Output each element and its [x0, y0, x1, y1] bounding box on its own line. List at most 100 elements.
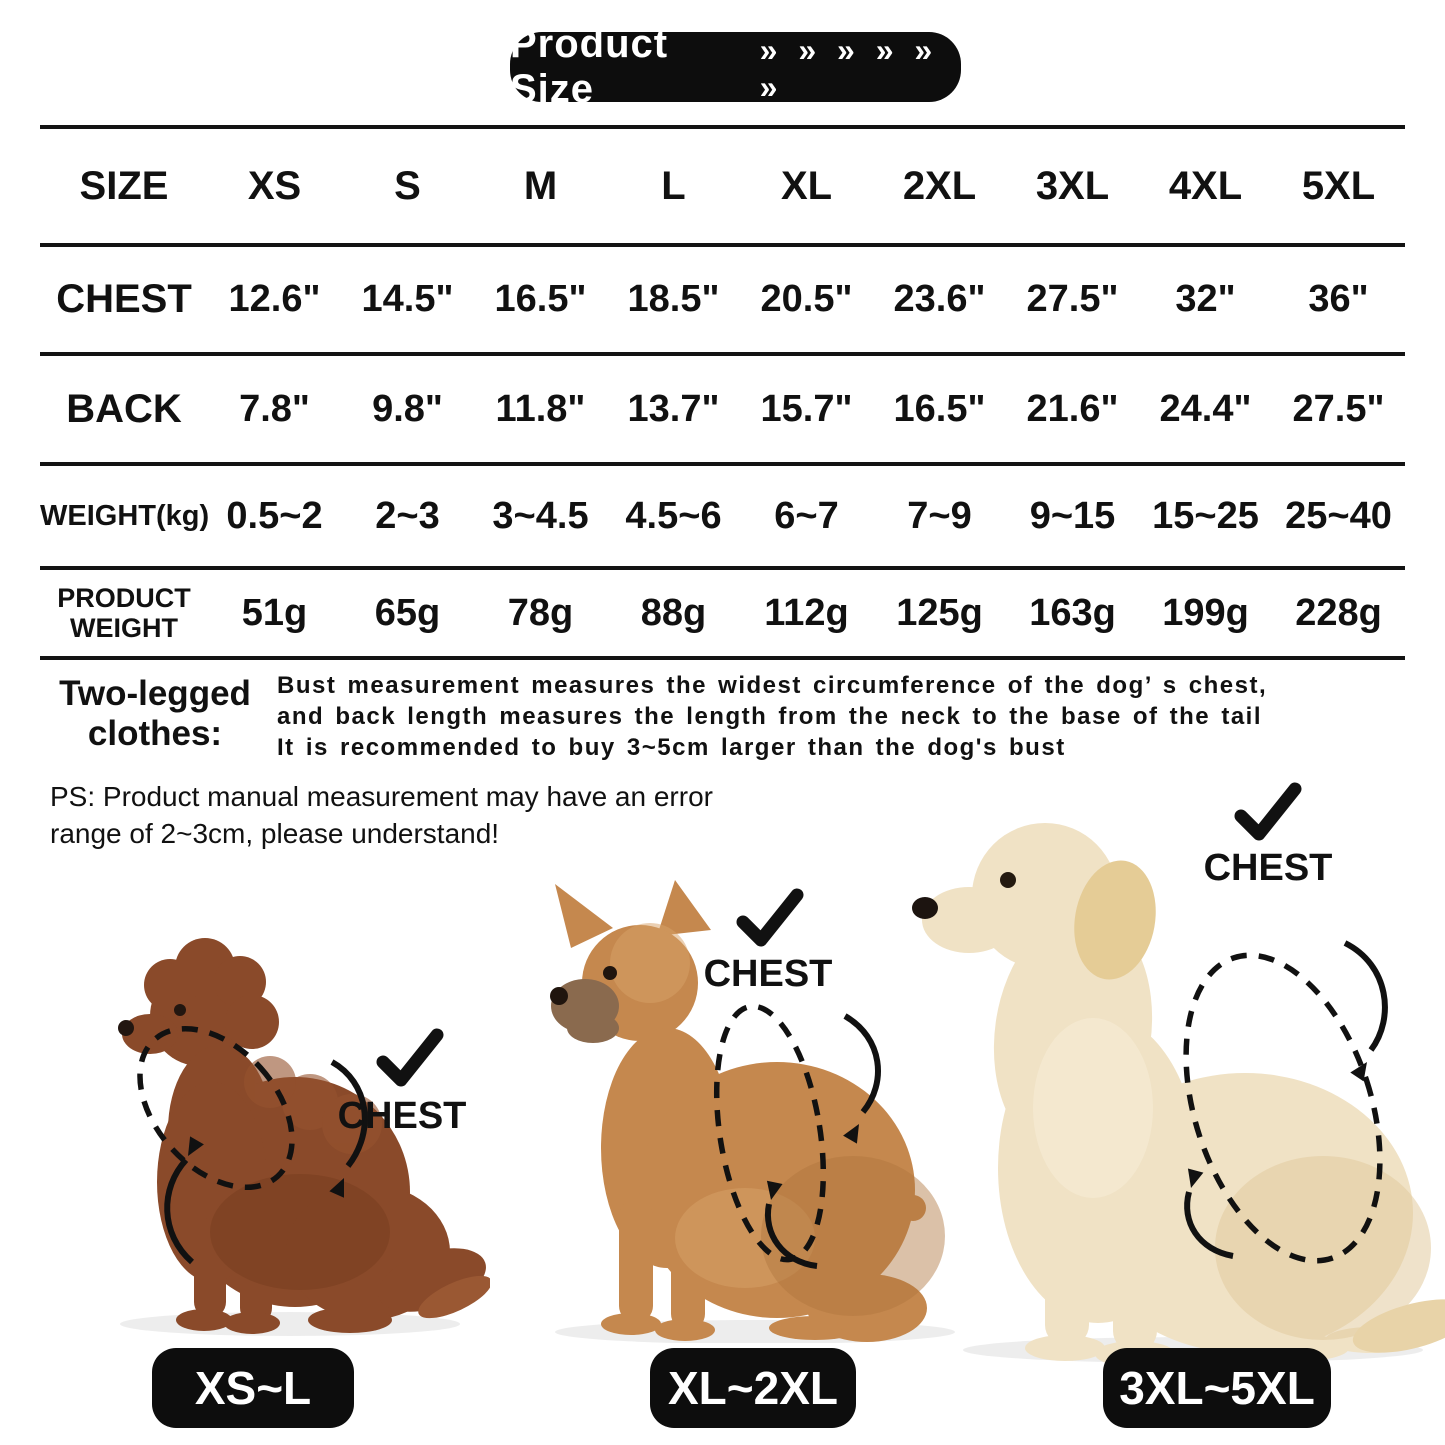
note-label-line: clothes: [87, 714, 223, 753]
row-label: WEIGHT(kg) [40, 499, 210, 532]
check-icon [736, 888, 804, 947]
col-header: M [523, 163, 558, 208]
table-row-weight: WEIGHT(kg) 0.5~2 2~3 3~4.5 4.5~6 6~7 7~9… [40, 466, 1405, 570]
table-cell: 51g [241, 591, 308, 634]
arrowhead [1350, 1062, 1367, 1082]
chest-dashed-ellipse [137, 1025, 295, 1191]
chest-label: CHEST [704, 953, 833, 995]
col-header: XL [780, 163, 833, 208]
table-cell: 20.5" [760, 278, 853, 320]
poodle-eye [174, 1004, 186, 1016]
retriever-nose [912, 897, 938, 919]
measure-arrow-top [843, 1013, 881, 1114]
measure-arrow-bottom [164, 1157, 195, 1265]
poodle-shading [210, 1174, 390, 1290]
size-range-pill-large: 3XL~5XL [1103, 1348, 1331, 1428]
dog-small-figure: CHEST [100, 930, 492, 1343]
size-range-pill-small: XS~L [152, 1348, 354, 1428]
table-cell: 36" [1308, 278, 1369, 320]
table-cell: 18.5" [627, 278, 720, 320]
measure-arrow-bottom [1184, 1191, 1234, 1259]
col-header: S [394, 163, 421, 208]
size-range-label: XL~2XL [667, 1362, 838, 1414]
header-pill: Product Size » » » » » » [510, 22, 961, 111]
bulldog-illustration: CHEST [550, 880, 955, 1344]
table-cell: 65g [374, 591, 441, 634]
table-cell: 2~3 [375, 494, 440, 537]
bulldog-nose [550, 987, 568, 1005]
table-cell: 125g [896, 591, 983, 634]
table-cell: 11.8" [495, 387, 586, 430]
size-range-label: 3XL~5XL [1119, 1362, 1315, 1414]
table-cell: 16.5" [494, 278, 587, 320]
retriever-eye [1000, 872, 1016, 888]
sizing-note: Bust measurement measures the widest cir… [277, 670, 1267, 763]
col-header: 3XL [1035, 163, 1110, 208]
poodle-illustration: CHEST [118, 938, 492, 1336]
bulldog-head-highlight [610, 923, 690, 1003]
table-cell: 15~25 [1152, 494, 1259, 537]
bulldog-haunch-shading [761, 1156, 945, 1316]
table-cell: 78g [507, 591, 574, 634]
dog-large-figure: CHEST [893, 778, 1445, 1371]
col-header: 4XL [1168, 163, 1243, 208]
table-cell: 27.5" [1026, 278, 1119, 320]
table-cell: 25~40 [1285, 494, 1392, 537]
ps-line: range of 2~3cm, please understand! [50, 818, 500, 849]
row-label: CHEST [56, 277, 192, 321]
size-table: SIZE XS S M L XL 2XL 3XL 4XL 5XL CHEST 1… [40, 125, 1405, 660]
ground-shadow [120, 1312, 460, 1336]
arrowhead [1187, 1168, 1204, 1188]
note-line: It is recommended to buy 3~5cm larger th… [277, 734, 1066, 761]
table-cell: 12.6" [228, 278, 321, 320]
col-header: 2XL [902, 163, 977, 208]
table-cell: 4.5~6 [625, 494, 722, 537]
table-cell: 9~15 [1029, 494, 1116, 537]
table-cell: 9.8" [372, 387, 443, 430]
table-cell: 7.8" [239, 387, 310, 430]
col-header: XS [247, 163, 302, 208]
col-header-size: SIZE [79, 163, 169, 208]
chest-label: CHEST [1204, 847, 1333, 889]
table-cell: 21.6" [1026, 387, 1119, 430]
poodle-nose [118, 1020, 134, 1036]
chevron-right-icons: » » » » » » [759, 31, 939, 105]
table-cell: 228g [1295, 591, 1382, 634]
table-cell: 16.5" [893, 387, 986, 430]
table-row-back: BACK 7.8" 9.8" 11.8" 13.7" 15.7" 16.5" 2… [40, 356, 1405, 466]
note-line: Bust measurement measures the widest cir… [277, 672, 1268, 699]
retriever-illustration: CHEST [912, 782, 1445, 1367]
table-header-row: SIZE XS S M L XL 2XL 3XL 4XL 5XL [40, 129, 1405, 247]
chest-dashed-ellipse [1183, 952, 1383, 1264]
chest-label: CHEST [338, 1095, 467, 1137]
row-label: PRODUCT WEIGHT [57, 582, 191, 643]
page-title: Product Size [510, 22, 669, 111]
table-cell: 88g [640, 591, 707, 634]
table-cell: 24.4" [1159, 387, 1252, 430]
retriever-ear [1074, 860, 1156, 980]
table-cell: 13.7" [627, 387, 720, 430]
col-header: 5XL [1301, 163, 1376, 208]
table-cell: 23.6" [893, 278, 986, 320]
size-range-pill-medium: XL~2XL [650, 1348, 856, 1428]
arrowhead [188, 1136, 204, 1156]
table-cell: 0.5~2 [226, 494, 323, 537]
measure-arrow-top [1343, 940, 1388, 1052]
table-cell: 6~7 [774, 494, 839, 537]
retriever-tail [1352, 1299, 1445, 1353]
table-row-product-weight: PRODUCT WEIGHT 51g 65g 78g 88g 112g 125g… [40, 570, 1405, 660]
note-label-line: Two-legged [59, 674, 251, 713]
table-cell: 199g [1162, 591, 1249, 634]
table-cell: 27.5" [1292, 387, 1385, 430]
bulldog-eye [603, 966, 617, 980]
poodle-tail-wisp [418, 1275, 492, 1319]
arrowhead [843, 1124, 859, 1144]
arrowhead [766, 1180, 783, 1200]
table-cell: 3~4.5 [492, 494, 589, 537]
bulldog-jaw [567, 1013, 619, 1043]
bulldog-belly-highlight [675, 1188, 815, 1288]
dog-medium-figure: CHEST [515, 878, 980, 1348]
retriever-chest-highlight [1033, 1018, 1153, 1198]
two-legged-clothes-label: Two-legged clothes: [46, 674, 264, 754]
